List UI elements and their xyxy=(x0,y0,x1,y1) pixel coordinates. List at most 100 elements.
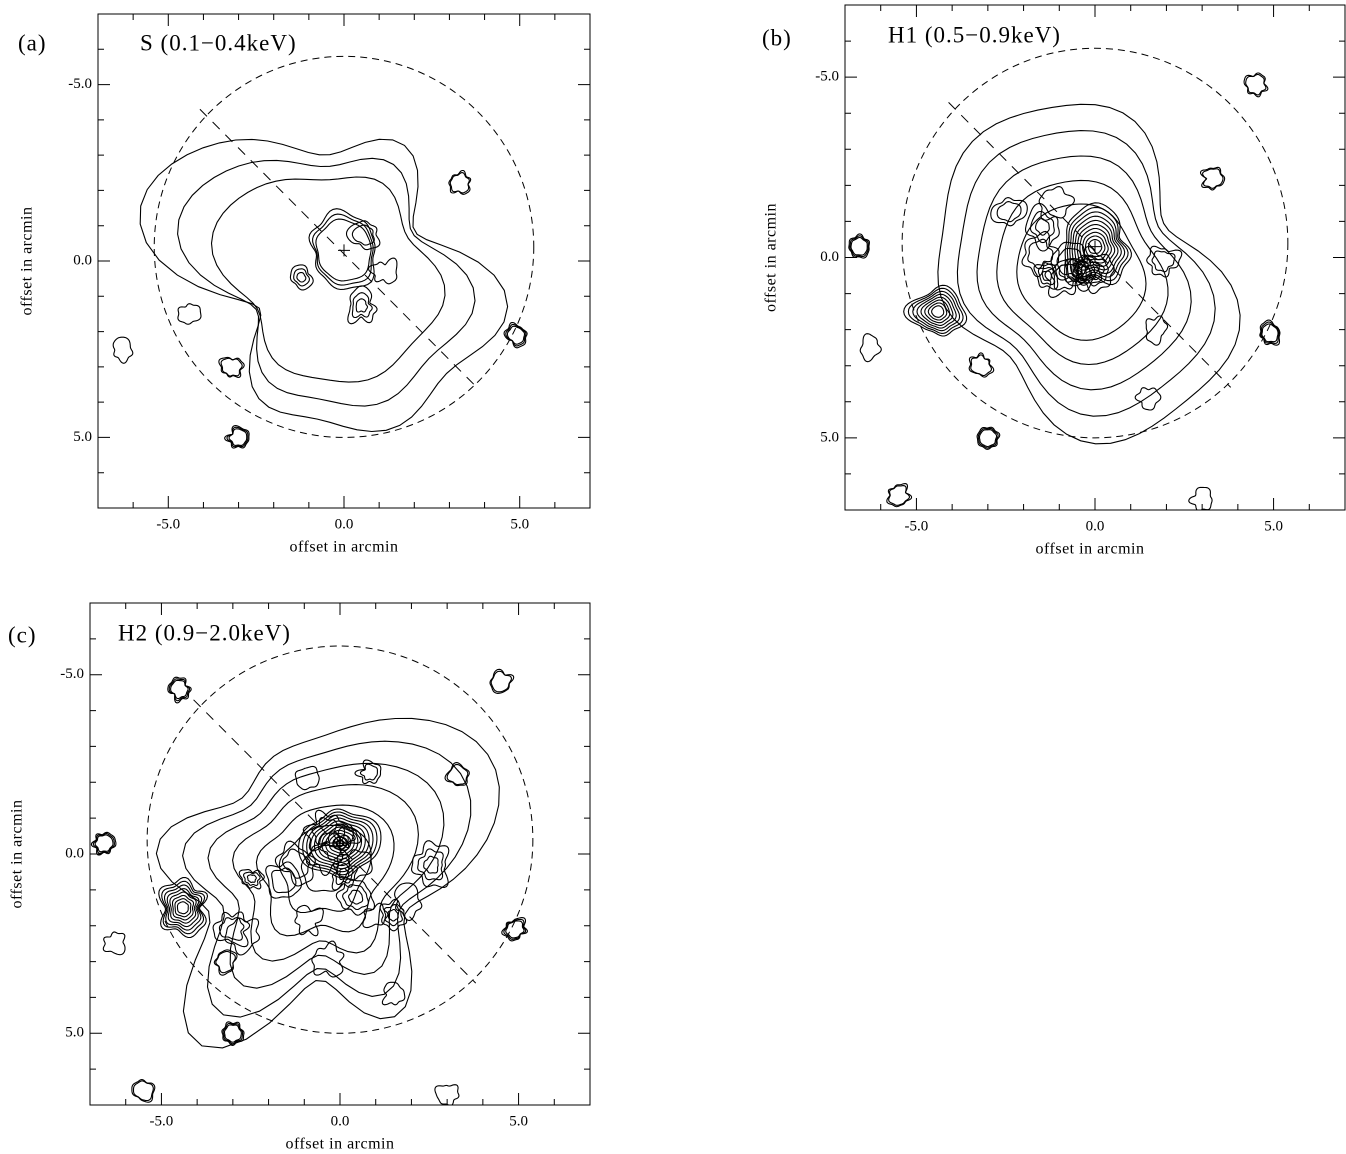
contour xyxy=(1151,250,1176,273)
region-line xyxy=(199,108,478,389)
contour xyxy=(859,333,882,363)
panel-title: H2 (0.9−2.0keV) xyxy=(118,620,291,645)
contour xyxy=(387,908,399,922)
contour xyxy=(293,268,310,287)
x-axis-label: offset in arcmin xyxy=(1035,541,1144,558)
contour xyxy=(1261,323,1279,343)
contour xyxy=(294,904,324,937)
region-circle xyxy=(901,47,1289,439)
contour xyxy=(294,765,320,791)
y-tick-label: 0.0 xyxy=(73,252,92,268)
y-axis-label: offset in arcmin xyxy=(19,206,36,315)
contour xyxy=(342,884,369,911)
region-circle xyxy=(153,55,535,438)
contour xyxy=(351,292,373,319)
contour xyxy=(394,882,423,922)
contours xyxy=(848,72,1281,510)
contour xyxy=(308,208,376,291)
contour xyxy=(333,823,362,849)
contour xyxy=(912,290,961,332)
x-tick-label: -5.0 xyxy=(905,518,929,534)
contour xyxy=(976,426,1001,450)
minor-tick xyxy=(90,603,590,1105)
contour xyxy=(1074,245,1115,295)
contour xyxy=(345,220,381,251)
x-tick-label: 5.0 xyxy=(509,1113,528,1129)
contour xyxy=(490,670,512,693)
contour xyxy=(501,917,528,942)
contour xyxy=(168,678,191,702)
minor-tick xyxy=(98,14,590,508)
contour xyxy=(215,950,236,974)
contour xyxy=(970,354,992,377)
panel-title: H1 (0.5−0.9keV) xyxy=(888,22,1061,47)
minor-tick xyxy=(98,14,590,508)
center-cross xyxy=(1089,240,1101,253)
contour xyxy=(271,867,297,894)
center-cross xyxy=(334,837,346,850)
contour xyxy=(274,840,316,887)
panel-label: (b) xyxy=(762,25,792,50)
contour xyxy=(1188,486,1213,510)
contour xyxy=(1134,387,1162,411)
contour xyxy=(177,157,476,407)
contour xyxy=(506,325,526,345)
contour xyxy=(317,823,363,864)
contour xyxy=(381,981,406,1006)
y-tick-label: 0.0 xyxy=(820,249,839,265)
contour xyxy=(335,862,354,886)
contour xyxy=(937,103,1241,445)
contour xyxy=(310,817,370,870)
contour xyxy=(976,155,1192,391)
contour xyxy=(296,272,307,283)
contour xyxy=(503,918,527,940)
panel: -5.0 0.0 5.0 -5.0 0.0 5.0 (b) H1 (0.5−0.9keV) of… xyxy=(762,4,1346,558)
contour xyxy=(255,804,395,937)
y-tick-label: -5.0 xyxy=(68,76,92,92)
contour xyxy=(302,809,354,852)
contour xyxy=(848,233,870,259)
contour xyxy=(977,427,999,449)
contour xyxy=(505,920,525,939)
contour xyxy=(1260,321,1280,344)
contour xyxy=(1033,263,1059,290)
contour xyxy=(223,1024,242,1043)
minor-tick xyxy=(845,5,1345,510)
y-tick-label: -5.0 xyxy=(815,69,839,85)
contour xyxy=(1243,72,1269,98)
contour xyxy=(1076,265,1091,281)
contour xyxy=(444,762,470,787)
contour xyxy=(1024,202,1060,252)
minor-tick xyxy=(90,603,590,1105)
panel-label: (a) xyxy=(18,30,47,55)
contour xyxy=(1071,260,1097,286)
contour xyxy=(1080,254,1109,287)
contour xyxy=(1071,215,1122,275)
contour xyxy=(931,305,945,318)
contour xyxy=(298,808,382,879)
contour xyxy=(213,949,238,976)
region-line xyxy=(948,102,1232,388)
contour xyxy=(1037,267,1055,286)
contour xyxy=(1035,217,1050,236)
minor-tick xyxy=(98,14,590,508)
contour xyxy=(224,425,250,449)
contour xyxy=(174,898,192,918)
contour xyxy=(448,169,472,195)
contour xyxy=(903,284,968,337)
contour xyxy=(224,917,261,956)
contour xyxy=(171,894,195,921)
contour xyxy=(311,817,346,845)
contour xyxy=(1041,270,1052,282)
contour xyxy=(170,679,189,700)
contour xyxy=(169,891,197,924)
contour xyxy=(1044,258,1086,298)
contour xyxy=(355,298,369,313)
contour xyxy=(1038,186,1076,221)
x-tick-label: -5.0 xyxy=(156,516,180,532)
minor-tick xyxy=(845,5,1345,510)
minor-tick xyxy=(98,14,590,508)
contour xyxy=(1021,230,1060,278)
plot-frame xyxy=(97,13,591,509)
contour xyxy=(367,257,398,285)
